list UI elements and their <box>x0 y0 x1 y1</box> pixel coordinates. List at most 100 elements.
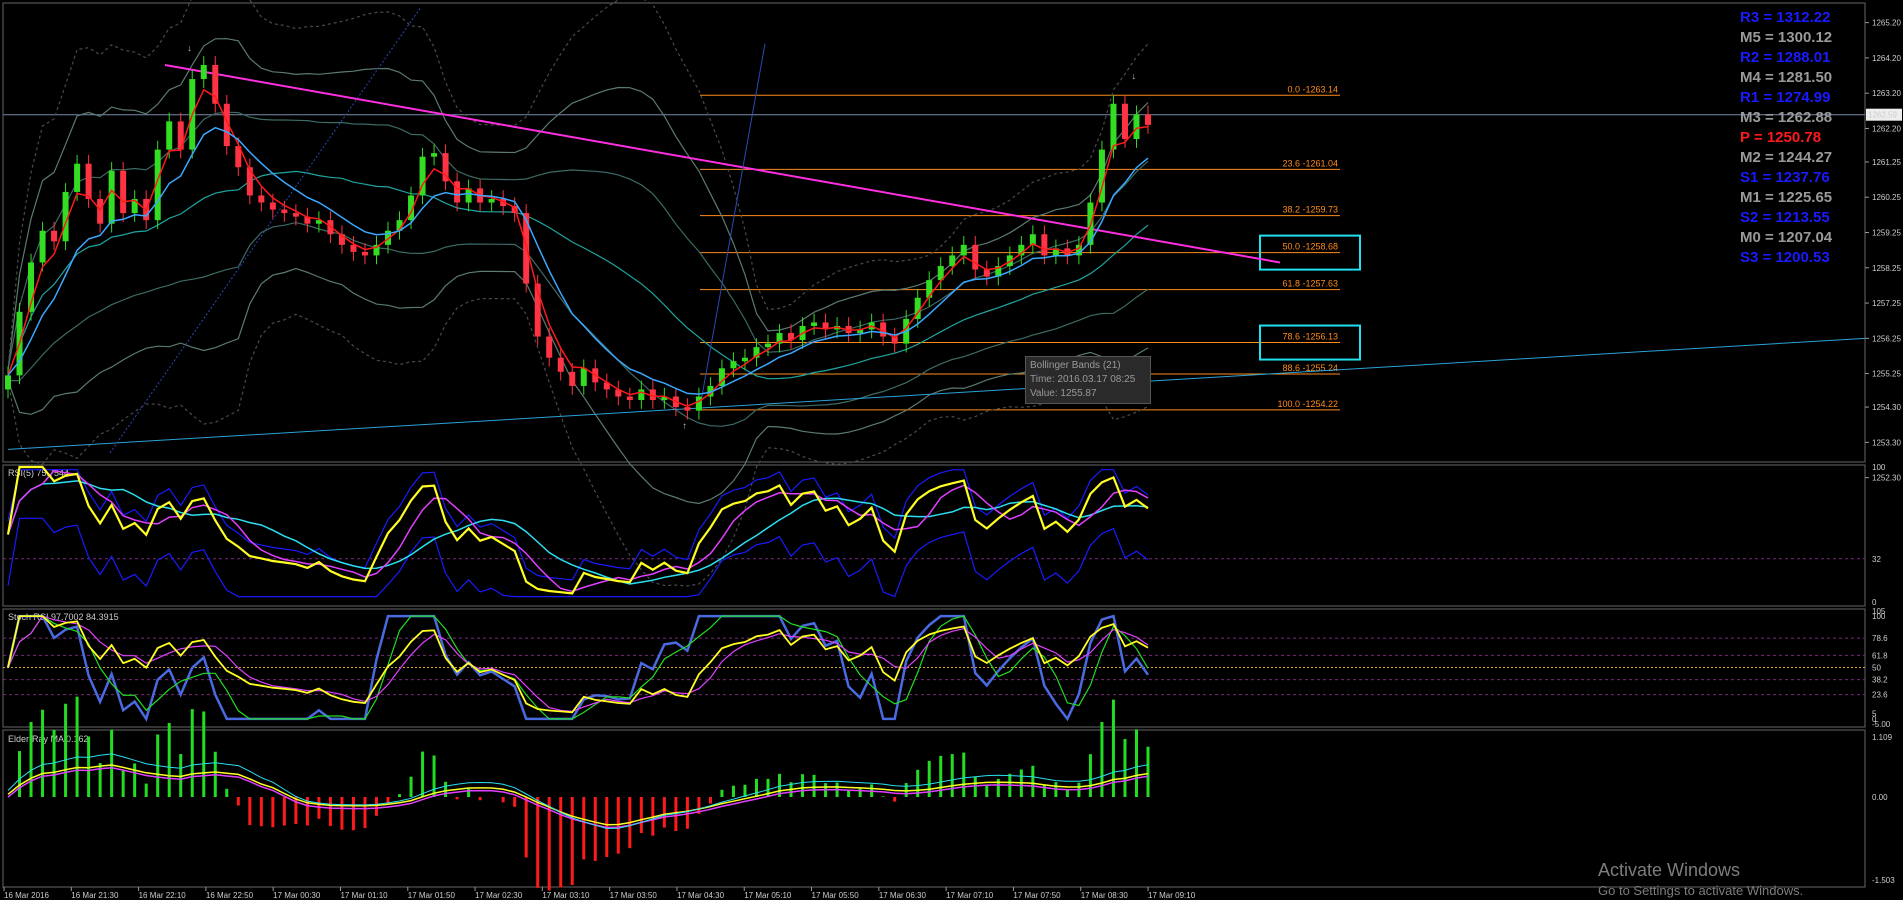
candle <box>649 380 656 409</box>
stoch-rsi-smooth <box>7 615 1149 713</box>
time-tick-label: 17 Mar 00:30 <box>273 891 321 900</box>
candle <box>39 221 46 272</box>
candle-body <box>557 357 564 372</box>
fib-level-label: 88.6 -1255.24 <box>1282 363 1338 373</box>
candle <box>730 352 737 378</box>
candle-body <box>408 195 415 221</box>
candle-body <box>166 121 173 150</box>
candle-body <box>292 213 299 217</box>
candle-body <box>28 262 35 312</box>
candle <box>695 387 702 420</box>
candle <box>51 221 58 251</box>
candle <box>442 144 449 191</box>
candle-body <box>304 216 311 224</box>
candle-body <box>385 230 391 245</box>
price-tick-label: 1260.25 <box>1872 193 1901 202</box>
bollinger-upper <box>7 38 1149 371</box>
candle-body <box>465 188 472 203</box>
candle-body <box>488 198 495 203</box>
price-tick-label: 1261.25 <box>1872 158 1901 167</box>
price-tick-label: 1264.20 <box>1872 54 1901 63</box>
elder-line-magenta <box>7 766 1149 829</box>
fib-level-label: 0.0 -1263.14 <box>1287 84 1338 94</box>
stoch-tick-label: 50 <box>1872 664 1881 673</box>
candle-body <box>960 244 967 256</box>
candle <box>937 257 944 289</box>
candle <box>983 260 990 286</box>
price-tick-label: 1262.20 <box>1872 124 1901 133</box>
price-pane[interactable]: 1265.20 1264.20 1263.20 1262.20 1261.25 1260.… <box>3 0 1902 587</box>
candle-body <box>350 244 357 252</box>
candle-body <box>741 357 748 362</box>
time-tick-label: 17 Mar 01:10 <box>340 891 388 900</box>
candle-body <box>891 336 898 344</box>
bollinger-tooltip: Bollinger Bands (21) Time: 2016.03.17 08… <box>1025 356 1151 404</box>
time-tick-label: 17 Mar 08:30 <box>1081 891 1129 900</box>
candle-body <box>373 244 380 256</box>
candle <box>419 147 426 205</box>
candle-body <box>615 389 622 397</box>
time-tick-label: 17 Mar 07:50 <box>1013 891 1061 900</box>
pane-borders <box>2 2 1866 888</box>
time-tick-label: 17 Mar 06:30 <box>879 891 927 900</box>
time-tick-label: 17 Mar 07:10 <box>946 891 994 900</box>
stoch-tick-label: 23.6 <box>1872 691 1888 700</box>
candle-body <box>1018 244 1025 256</box>
candle <box>857 320 864 342</box>
candle <box>1052 239 1059 265</box>
stoch-tick-label: 61.8 <box>1872 651 1888 660</box>
candle <box>454 172 461 212</box>
time-tick-label: 17 Mar 01:50 <box>408 891 456 900</box>
ema-fast <box>7 88 1149 408</box>
time-tick-label: 17 Mar 03:50 <box>610 891 658 900</box>
candle-body <box>822 322 829 330</box>
candle <box>385 221 391 254</box>
candle-body <box>85 163 92 199</box>
candle <box>960 236 967 265</box>
candle-body <box>258 195 265 203</box>
candle-body <box>718 368 725 386</box>
price-tick-label: 1263.20 <box>1872 89 1901 98</box>
candle-body <box>695 396 702 411</box>
down-arrow-icon: ↓ <box>187 43 192 53</box>
elder-ray-pane[interactable]: Elder-Ray MA 0.162 1.109 0.00 -1.503 <box>7 696 1895 891</box>
candle <box>223 94 230 155</box>
candle <box>580 359 587 395</box>
current-price-badge <box>1866 108 1902 121</box>
channel-line <box>699 43 766 408</box>
candle <box>626 387 633 409</box>
candle <box>684 398 691 420</box>
candle <box>315 211 322 233</box>
pivot-level-label: M2 = 1244.27 <box>1740 149 1832 166</box>
price-tick-label: 1265.20 <box>1872 19 1901 28</box>
candle-body <box>776 333 783 344</box>
bollinger-upper <box>7 0 1149 371</box>
candle-body <box>1029 234 1036 245</box>
candle <box>557 348 564 381</box>
candle-body <box>454 181 461 203</box>
candle <box>741 348 748 371</box>
candle-body <box>315 220 322 224</box>
candle <box>500 190 507 215</box>
candle-body <box>1052 248 1059 256</box>
candle <box>361 243 368 265</box>
candle-body <box>108 170 115 224</box>
time-tick-label: 17 Mar 02:30 <box>475 891 523 900</box>
stoch-tick-label: 100 <box>1872 612 1886 621</box>
candle <box>338 225 345 254</box>
pivot-level-label: R3 = 1312.22 <box>1740 9 1831 26</box>
candle-body <box>995 266 1002 277</box>
candle-body <box>120 170 127 214</box>
rsi-pane[interactable]: RSI(5) 75.7544 100 32 0 <box>3 463 1886 607</box>
elder-tick-label: 1.109 <box>1872 733 1893 742</box>
candle-body <box>154 149 161 221</box>
candle <box>373 236 380 265</box>
candle-body <box>1133 114 1140 140</box>
candle <box>246 158 253 205</box>
candle <box>281 200 288 222</box>
rsi-smooth <box>7 469 1149 593</box>
time-axis: 16 Mar 2016 16 Mar 21:30 16 Mar 22:10 16 Ma… <box>3 887 1196 900</box>
candle-body <box>500 198 507 207</box>
